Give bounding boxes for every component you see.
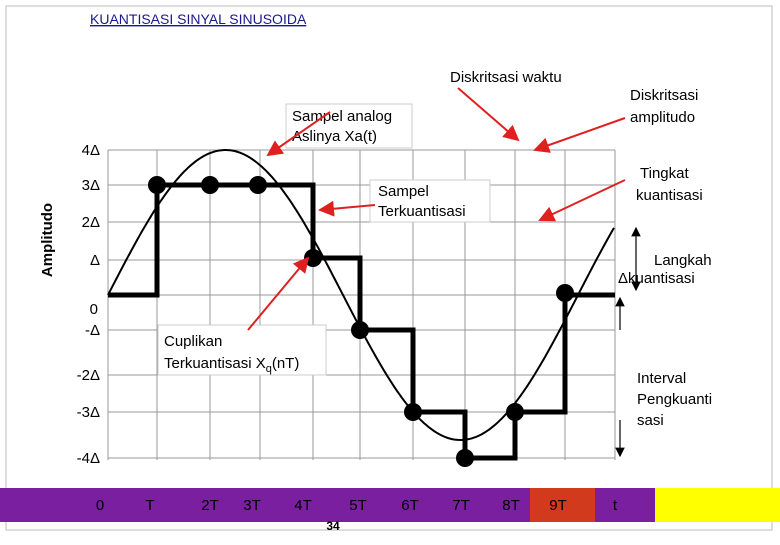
page-number: 34 [326,519,340,533]
sample-dot [148,176,166,194]
annotation: Sampel analog [292,108,392,125]
x-tick-label: T [145,497,154,514]
annotation: Terkuantisasi [378,203,466,220]
annotation: Sampel [378,183,429,200]
range-arrows [615,226,641,458]
annotation: Cuplikan [164,333,222,350]
annotation: Δkuantisasi [618,270,695,287]
annotation: Interval [637,370,686,387]
y-tick-label: 0 [90,301,98,318]
time-bar [0,488,780,522]
x-tick-label: 8T [502,497,520,514]
x-tick-label: 7T [452,497,470,514]
y-tick-label: 3Δ [82,177,100,194]
frame [5,5,773,531]
annotation: Diskritsasi [630,87,698,104]
y-tick-label: -Δ [85,322,100,339]
annotation: Aslinya Xa(t) [292,128,377,145]
annotation: kuantisasi [636,187,703,204]
annotation-box [157,324,327,376]
x-tick-label: 6T [401,497,419,514]
annotation: amplitudo [630,109,695,126]
annotation: Langkah [654,252,712,269]
y-tick-label: 4Δ [82,142,100,159]
annotation: Diskritsasi waktu [450,69,562,86]
quantized-signal [108,182,615,461]
annotation: Terkuantisasi Xq(nT) [164,355,299,375]
sample-dot [456,449,474,467]
y-tick-label: -3Δ [77,404,100,421]
x-tick-label: 0 [96,497,104,514]
x-tick-label: 4T [294,497,312,514]
sample-dot [404,403,422,421]
x-tick-label: 5T [349,497,367,514]
y-tick-label: -2Δ [77,367,100,384]
annotation-box [285,103,413,149]
title: KUANTISASI SINYAL SINUSOIDA [90,11,307,27]
y-tick-label: Δ [90,252,100,269]
annotation-part: (nT) [272,355,300,372]
x-tick-label: 2T [201,497,219,514]
sample-dot [351,321,369,339]
time-bar-end [655,488,780,522]
annotation-part: Terkuantisasi X [164,355,266,372]
annotation: sasi [637,412,664,429]
x-tick-label: t [613,497,618,514]
subscript: q [266,363,272,375]
sample-dot [556,284,574,302]
samples [148,176,574,467]
arrows [247,87,626,331]
annotation: Tingkat [640,165,689,182]
x-tick-label: 3T [243,497,261,514]
y-tick-label: -4Δ [77,450,100,467]
annotation-box [369,179,491,223]
y-label: Amplitudo [39,203,56,277]
sample-dot [201,176,219,194]
time-bar-highlight [530,488,595,522]
x-tick-label: 9T [549,497,567,514]
sample-dot [506,403,524,421]
annotation: Pengkuanti [637,391,712,408]
sample-dot [249,176,267,194]
y-tick-label: 2Δ [82,214,100,231]
